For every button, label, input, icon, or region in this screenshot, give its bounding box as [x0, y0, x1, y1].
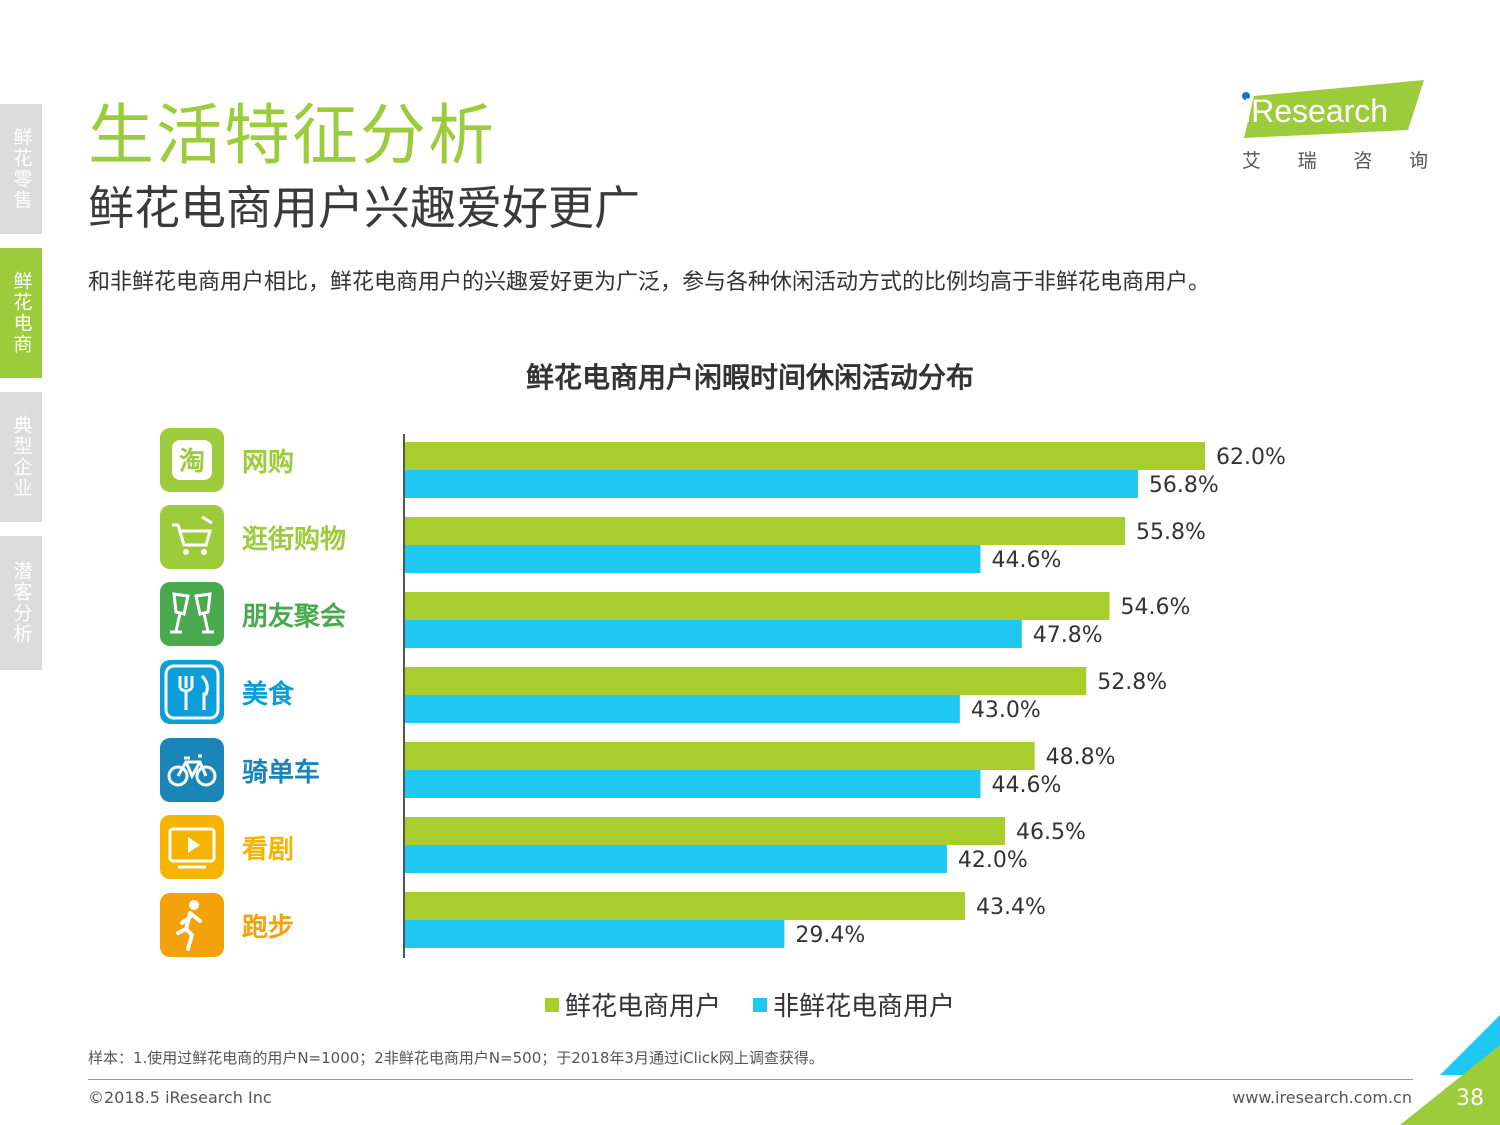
bar-non-flower-users	[405, 470, 1138, 498]
page-number: 38	[1456, 1086, 1484, 1111]
copyright: ©2018.5 iResearch Inc	[88, 1088, 272, 1107]
bar-flower-users	[405, 892, 965, 920]
bar-value-label: 52.8%	[1097, 670, 1167, 695]
sidebar-tab-label: 潜客分析	[10, 561, 33, 645]
bar-value-label: 54.6%	[1121, 595, 1191, 620]
chart-title: 鲜花电商用户闲暇时间休闲活动分布	[525, 361, 974, 394]
bar-value-label: 43.0%	[971, 698, 1041, 723]
bar-value-label: 55.8%	[1136, 520, 1206, 545]
champagne-glasses-icon	[160, 582, 224, 646]
sidebar-tab-typical-companies[interactable]: 典型企业	[0, 392, 42, 522]
logo-subtitle: 艾 瑞 咨 询	[1242, 146, 1428, 173]
chart-legend: 鲜花电商用户 非鲜花电商用户	[0, 986, 1500, 1023]
legend-item: 非鲜花电商用户	[753, 986, 955, 1023]
bar-flower-users	[405, 817, 1005, 845]
bar-non-flower-users	[405, 770, 981, 798]
fork-knife-icon	[160, 660, 224, 724]
bar-value-label: 47.8%	[1033, 623, 1103, 648]
logo-sub-char: 咨	[1353, 150, 1373, 172]
bar-chart: 62.0% 56.8% 55.8% 44.6% 54.6% 47.8% 52.8% 43.0%…	[403, 434, 1286, 958]
category-label: 骑单车	[242, 757, 321, 788]
sidebar-tab-label: 典型企业	[10, 415, 33, 499]
runner-icon	[160, 893, 224, 957]
bicycle-icon	[160, 738, 224, 802]
iresearch-logo: iResearch	[1242, 80, 1424, 138]
page-title: 生活特征分析	[88, 97, 496, 174]
bar-value-label: 29.4%	[795, 923, 865, 948]
page-description: 和非鲜花电商用户相比，鲜花电商用户的兴趣爱好更为广泛，参与各种休闲活动方式的比例…	[88, 270, 1211, 295]
bar-non-flower-users	[405, 695, 960, 723]
bar-flower-users	[405, 742, 1035, 770]
shopping-cart-icon	[160, 505, 224, 569]
bar-flower-users	[405, 592, 1110, 620]
logo-sub-char: 瑞	[1297, 150, 1317, 172]
corner-decoration	[1400, 1015, 1500, 1125]
category-row: 跑步	[160, 892, 400, 958]
category-row: 看剧	[160, 814, 400, 880]
sidebar-tab-label: 鲜花电商	[10, 271, 33, 355]
sidebar-tab-flower-ecommerce[interactable]: 鲜花电商	[0, 248, 42, 378]
bar-flower-users	[405, 442, 1205, 470]
category-label: 逛街购物	[242, 524, 347, 555]
category-label: 美食	[242, 679, 295, 710]
sidebar-tab-potential-customers[interactable]: 潜客分析	[0, 536, 42, 670]
category-row: 朋友聚会	[160, 581, 400, 647]
bar-value-label: 46.5%	[1016, 820, 1086, 845]
legend-item: 鲜花电商用户	[544, 986, 721, 1023]
sidebar-tab-label: 鲜花零售	[10, 127, 33, 211]
bar-value-label: 62.0%	[1216, 445, 1286, 470]
category-row: 美食	[160, 659, 400, 725]
sample-note: 样本：1.使用过鲜花电商的用户N=1000；2非鲜花电商用户N=500；于201…	[88, 1049, 824, 1067]
logo-sub-char: 询	[1408, 150, 1428, 172]
legend-swatch-green	[544, 997, 559, 1012]
sidebar-tab-flower-retail[interactable]: 鲜花零售	[0, 104, 42, 234]
bar-non-flower-users	[405, 620, 1022, 648]
category-label: 看剧	[242, 834, 295, 865]
legend-swatch-blue	[753, 997, 767, 1012]
tv-play-icon	[160, 815, 224, 879]
category-label: 网购	[242, 447, 295, 478]
taobao-icon: 淘	[160, 428, 224, 492]
bar-non-flower-users	[405, 920, 785, 948]
category-row: 骑单车	[160, 737, 400, 803]
bar-value-label: 44.6%	[991, 773, 1061, 798]
bar-non-flower-users	[405, 845, 947, 873]
legend-label: 非鲜花电商用户	[773, 992, 956, 1022]
bar-value-label: 48.8%	[1046, 745, 1116, 770]
category-label: 跑步	[242, 912, 295, 943]
page-subtitle: 鲜花电商用户兴趣爱好更广	[88, 181, 640, 235]
logo-wordmark: iResearch	[1244, 93, 1388, 129]
logo-sub-char: 艾	[1242, 150, 1262, 172]
bar-flower-users	[405, 667, 1087, 695]
category-row: 逛街购物	[160, 504, 400, 570]
bar-value-label: 56.8%	[1149, 473, 1219, 498]
bar-non-flower-users	[405, 545, 981, 573]
svg-text:淘: 淘	[179, 447, 205, 477]
footer-divider	[88, 1079, 1413, 1080]
website-link[interactable]: www.iresearch.com.cn	[1232, 1088, 1412, 1107]
category-row: 淘 网购	[160, 427, 400, 493]
bar-value-label: 43.4%	[976, 895, 1046, 920]
category-label: 朋友聚会	[242, 601, 347, 632]
legend-label: 鲜花电商用户	[564, 992, 721, 1022]
bar-value-label: 42.0%	[958, 848, 1028, 873]
bar-flower-users	[405, 517, 1125, 545]
bar-value-label: 44.6%	[991, 548, 1061, 573]
